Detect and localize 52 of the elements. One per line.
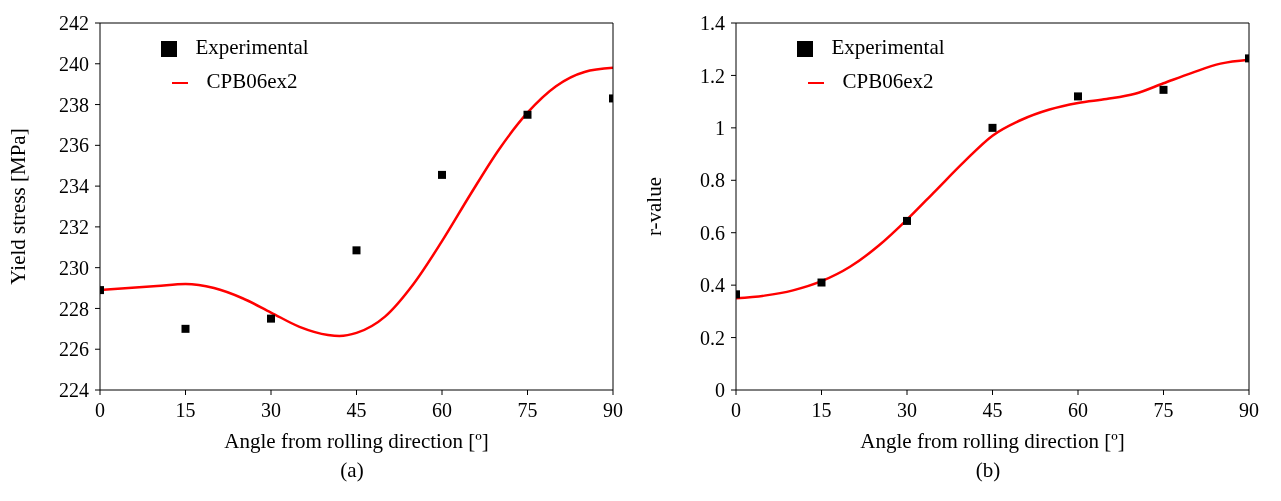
x-tick-label: 90 [603, 399, 623, 422]
point [817, 278, 826, 287]
point [1074, 92, 1082, 101]
point [438, 170, 446, 179]
y-tick-label: 228 [59, 297, 89, 320]
x-tick-label: 45 [982, 399, 1003, 422]
y-tick-label: 240 [59, 52, 89, 75]
x-tick-label: 75 [517, 399, 538, 422]
y-tick-label: 1.4 [700, 12, 725, 35]
legend-label: Experimental [195, 35, 309, 59]
legend-label: Experimental [831, 35, 945, 59]
y-axis-title: r-value [642, 176, 667, 237]
x-tick-label: 15 [811, 399, 832, 422]
text: (b) [974, 458, 1002, 483]
point [267, 314, 275, 323]
x-tick-label: 30 [897, 399, 917, 422]
text: (a) [339, 458, 365, 483]
y-tick-label: 242 [59, 12, 89, 35]
y-tick-label: 0.4 [700, 274, 725, 297]
y-tick-label: 0 [715, 379, 725, 402]
y-tick-label: 1.2 [700, 64, 725, 87]
y-tick-label: 226 [59, 338, 89, 361]
legend-label: CPB06ex2 [206, 69, 298, 93]
point [181, 324, 190, 333]
x-tick-label: 0 [95, 399, 105, 422]
point [523, 110, 532, 119]
y-tick-label: 232 [59, 215, 89, 238]
y-axis-title: Yield stress [MPa] [6, 128, 31, 285]
x-axis-title: Angle from rolling direction [º] [224, 429, 489, 453]
legend-label: CPB06ex2 [842, 69, 934, 93]
point [988, 123, 997, 132]
point [1159, 85, 1168, 94]
point [352, 246, 361, 255]
y-tick-label: 230 [59, 256, 89, 279]
y-tick-label: 234 [59, 175, 89, 198]
x-axis-title: Angle from rolling direction [º] [860, 429, 1125, 453]
y-tick-label: 238 [59, 93, 89, 116]
y-tick-label: 224 [59, 379, 89, 402]
y-tick-label: 1 [715, 116, 725, 139]
y-tick-label: 0.8 [700, 169, 725, 192]
x-tick-label: 0 [731, 399, 741, 422]
x-tick-label: 60 [1068, 399, 1088, 422]
x-tick-label: 90 [1239, 399, 1259, 422]
x-tick-label: 15 [175, 399, 196, 422]
y-tick-label: 236 [59, 134, 89, 157]
x-tick-label: 75 [1153, 399, 1174, 422]
x-tick-label: 30 [261, 399, 281, 422]
x-tick-label: 60 [432, 399, 452, 422]
point [903, 216, 911, 225]
y-tick-label: 0.6 [700, 221, 725, 244]
y-tick-label: 0.2 [700, 326, 725, 349]
x-tick-label: 45 [346, 399, 367, 422]
